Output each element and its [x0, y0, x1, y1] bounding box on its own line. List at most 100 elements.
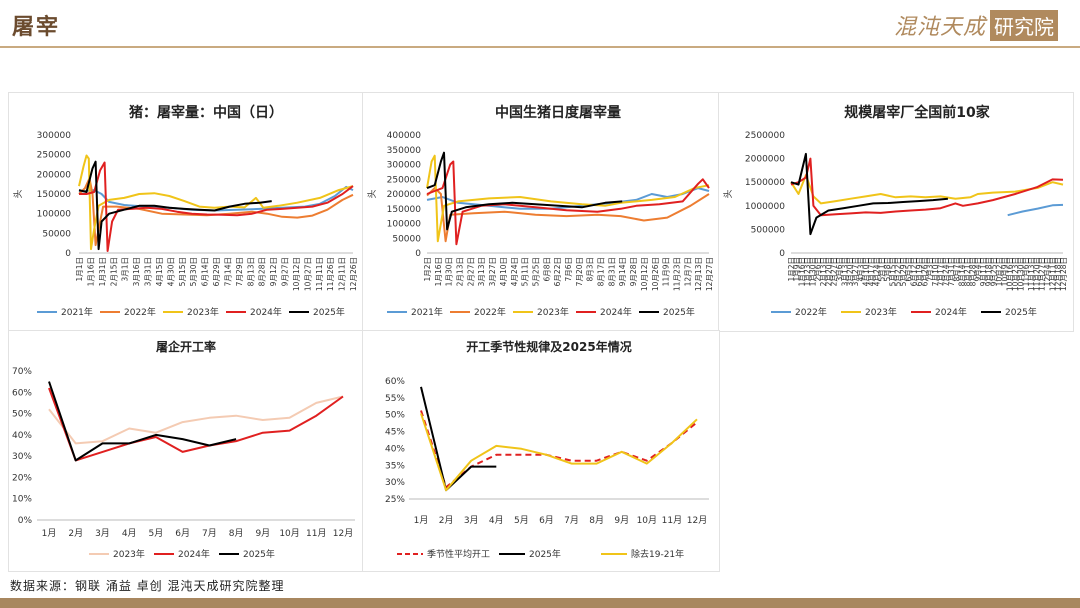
x-tick-label: 2月20日: [824, 257, 833, 286]
x-tick-label: 8月17日: [597, 257, 606, 286]
series-line-1: [790, 174, 1064, 205]
x-tick-label: 1月2日: [787, 257, 796, 282]
y-tick-label: 1500000: [745, 178, 785, 188]
x-tick-label: 5月15日: [888, 257, 897, 286]
x-tick-label: 8月13日: [246, 257, 255, 286]
x-tick-label: 9月27日: [281, 257, 290, 286]
x-tick-label: 4月17日: [867, 257, 876, 286]
x-tick-label: 9月: [255, 528, 270, 539]
chart-title: 猪：屠宰量：中国（日）: [128, 104, 283, 121]
x-tick-label: 3月16日: [132, 257, 141, 286]
y-tick-label: 25%: [385, 495, 405, 505]
x-tick-label: 7月20日: [575, 257, 584, 286]
x-tick-label: 8月31日: [607, 257, 616, 286]
brand-logo: 混沌天成 研究院: [893, 9, 1058, 41]
x-tick-label: 1月9日: [792, 257, 801, 282]
legend-label: 2023年: [187, 306, 219, 318]
x-tick-label: 10月: [637, 515, 657, 526]
x-tick-label: 1月30日: [445, 257, 454, 286]
y-tick-label: 55%: [385, 394, 405, 404]
y-tick-label: 300000: [37, 131, 72, 141]
x-tick-label: 4月10日: [862, 257, 871, 286]
x-tick-label: 5月8日: [883, 257, 892, 282]
x-tick-label: 5月22日: [894, 257, 903, 286]
y-tick-label: 60%: [385, 377, 405, 387]
chart-panel-daily-slaughter: 猪：屠宰量：中国（日） 300000 250000 200000 150000 10000…: [8, 92, 364, 332]
x-tick-label: 11月9日: [662, 257, 671, 286]
series-line-0: [1007, 203, 1064, 217]
y-tick-label: 50000: [392, 234, 421, 244]
x-tick-label: 3月13日: [477, 257, 486, 286]
x-tick-label: 3月: [464, 515, 479, 526]
x-tick-label: 7月10日: [931, 257, 940, 286]
y-axis-label: 头: [723, 189, 734, 198]
x-tick-label: 2月27日: [830, 257, 839, 286]
y-tick-label: 150000: [37, 190, 72, 200]
x-tick-label: 6月29日: [212, 257, 221, 286]
brand-institute: 研究院: [990, 9, 1058, 41]
x-tick-label: 1月16日: [434, 257, 443, 286]
series-line-4: [426, 151, 623, 231]
y-tick-label: 0: [779, 249, 785, 259]
y-tick-label: 350000: [387, 146, 422, 156]
page-title: 屠宰: [12, 14, 61, 40]
chart-daily-slaughter: 猪：屠宰量：中国（日） 300000 250000 200000 150000 10000…: [13, 104, 358, 318]
x-tick-label: 7月: [564, 515, 579, 526]
x-tick-label: 3月13日: [840, 257, 849, 286]
x-tick-label: 12月18日: [1054, 257, 1063, 291]
y-tick-label: 10%: [12, 495, 32, 505]
x-tick-label: 6月26日: [920, 257, 929, 286]
legend-label: 季节性平均开工: [427, 548, 490, 560]
x-tick-label: 9月: [614, 515, 629, 526]
x-tick-label: 12月: [333, 528, 353, 539]
x-tick-label: 5月: [514, 515, 529, 526]
x-tick-label: 8月7日: [952, 257, 961, 282]
chart-title: 中国生猪日度屠宰量: [495, 104, 621, 121]
x-tick-label: 4月15日: [155, 257, 164, 286]
x-tick-label: 6月8日: [542, 257, 551, 282]
x-tick-label: 7月6日: [564, 257, 573, 282]
legend-label: 2024年: [250, 306, 282, 318]
chart-top10-slaughter: 规模屠宰厂全国前10家 2500000 2000000 1500000 1000000 5…: [723, 104, 1068, 318]
chart-panel-china-daily-slaughter: 中国生猪日度屠宰量 400000 350000 300000 250000 200000 1…: [362, 92, 720, 332]
x-tick-label: 12月28日: [1059, 257, 1068, 291]
legend-label: 2024年: [600, 306, 632, 318]
series-line-0: [420, 410, 698, 489]
x-tick-label: 9月14日: [618, 257, 627, 286]
x-tick-label: 11月23日: [672, 257, 681, 291]
y-tick-label: 35%: [385, 461, 405, 471]
x-tick-label: 5月: [149, 528, 164, 539]
chart-panel-operating-rate: 屠企开工率 70% 60% 50% 40% 30% 20% 10% 0% 1月 2月 3月 4月 5月 6月…: [8, 330, 364, 572]
y-tick-label: 250000: [37, 151, 72, 161]
x-tick-label: 10月12日: [640, 257, 649, 291]
x-tick-label: 7月31日: [947, 257, 956, 286]
series-line-3: [79, 161, 354, 252]
y-tick-label: 400000: [387, 131, 422, 141]
x-tick-label: 6月14日: [201, 257, 210, 286]
data-source-note: 数据来源：钢联 涌益 卓创 混沌天成研究院整理: [10, 579, 285, 593]
y-tick-label: 30%: [385, 478, 405, 488]
x-tick-label: 9月4日: [974, 257, 983, 282]
brand-name: 混沌天成: [893, 15, 986, 40]
series-line-1: [420, 386, 497, 492]
x-tick-label: 7月3日: [926, 257, 935, 282]
x-tick-label: 9月11日: [979, 257, 988, 286]
x-tick-label: 6月19日: [915, 257, 924, 286]
x-tick-label: 12月4日: [1043, 257, 1052, 286]
y-tick-label: 40%: [12, 431, 32, 441]
y-tick-label: 60%: [12, 388, 32, 398]
x-tick-label: 5月29日: [899, 257, 908, 286]
chart-seasonal: 开工季节性规律及2025年情况 60% 55% 50% 45% 40% 35% 30% 25% 1…: [385, 339, 709, 560]
x-tick-label: 12月11日: [338, 257, 347, 291]
x-tick-label: 8月28日: [258, 257, 267, 286]
legend-label: 2023年: [113, 548, 145, 560]
y-tick-label: 1000000: [745, 202, 785, 212]
x-tick-label: 3月20日: [846, 257, 855, 286]
x-tick-label: 3月1日: [121, 257, 130, 282]
series-line-4: [78, 160, 272, 251]
x-tick-label: 1月2日: [423, 257, 432, 282]
x-tick-label: 2月6日: [814, 257, 823, 282]
x-tick-label: 7月14日: [223, 257, 232, 286]
y-tick-label: 200000: [387, 190, 422, 200]
y-tick-label: 250000: [387, 175, 422, 185]
